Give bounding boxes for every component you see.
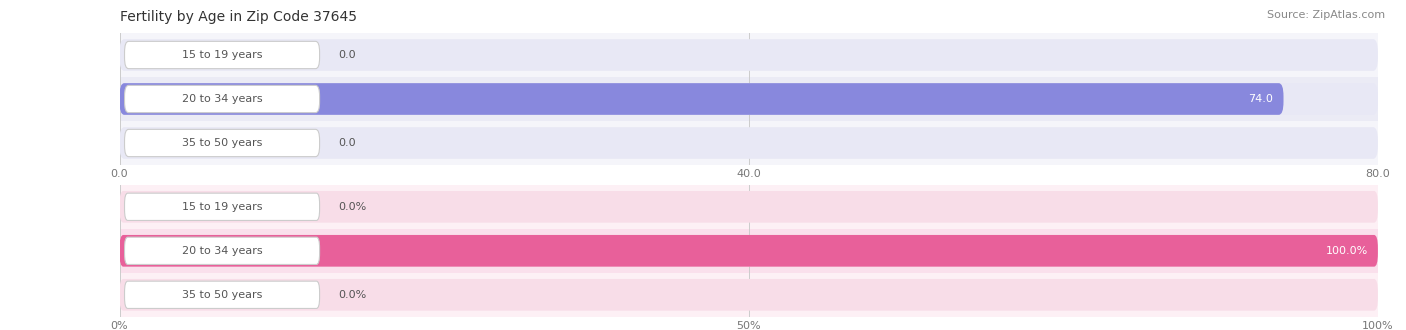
Bar [120,77,1378,121]
Text: 74.0: 74.0 [1249,94,1274,104]
FancyBboxPatch shape [125,85,319,113]
FancyBboxPatch shape [120,279,1378,311]
FancyBboxPatch shape [120,83,1378,115]
Text: 100.0%: 100.0% [1326,246,1368,256]
Text: 20 to 34 years: 20 to 34 years [181,246,263,256]
Text: 0.0: 0.0 [339,50,356,60]
Text: Fertility by Age in Zip Code 37645: Fertility by Age in Zip Code 37645 [120,10,357,24]
FancyBboxPatch shape [120,127,1378,159]
Bar [120,121,1378,165]
Text: 0.0%: 0.0% [339,290,367,300]
FancyBboxPatch shape [125,41,319,69]
Text: 0.0: 0.0 [339,138,356,148]
FancyBboxPatch shape [125,193,319,220]
FancyBboxPatch shape [120,39,1378,71]
Text: 15 to 19 years: 15 to 19 years [181,50,263,60]
FancyBboxPatch shape [125,281,319,309]
Text: 0.0%: 0.0% [339,202,367,212]
Bar [120,33,1378,77]
Bar [120,229,1378,273]
Text: 15 to 19 years: 15 to 19 years [181,202,263,212]
FancyBboxPatch shape [120,191,1378,223]
Bar [120,273,1378,317]
FancyBboxPatch shape [125,237,319,264]
FancyBboxPatch shape [120,235,1378,267]
FancyBboxPatch shape [120,235,1378,267]
FancyBboxPatch shape [125,129,319,157]
Text: 35 to 50 years: 35 to 50 years [181,138,263,148]
Bar [120,185,1378,229]
Text: Source: ZipAtlas.com: Source: ZipAtlas.com [1267,10,1385,20]
FancyBboxPatch shape [120,83,1284,115]
Text: 20 to 34 years: 20 to 34 years [181,94,263,104]
Text: 35 to 50 years: 35 to 50 years [181,290,263,300]
